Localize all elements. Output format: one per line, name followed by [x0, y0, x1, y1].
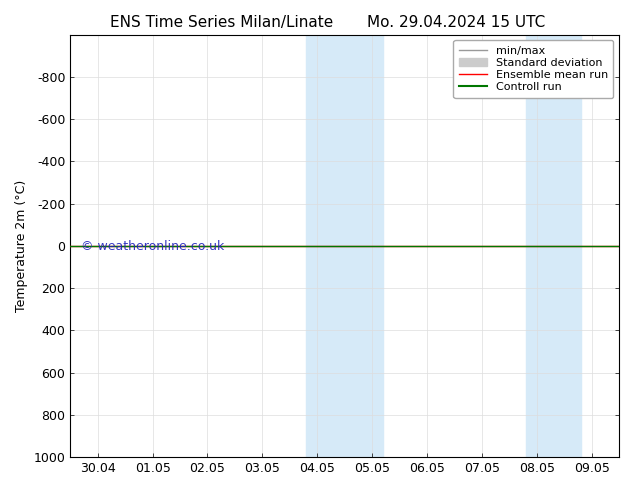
Text: © weatheronline.co.uk: © weatheronline.co.uk: [81, 240, 224, 253]
Bar: [306, 35, 383, 457]
Text: ENS Time Series Milan/Linate: ENS Time Series Milan/Linate: [110, 15, 333, 30]
Bar: [526, 35, 581, 457]
Text: Mo. 29.04.2024 15 UTC: Mo. 29.04.2024 15 UTC: [367, 15, 546, 30]
Legend: min/max, Standard deviation, Ensemble mean run, Controll run: min/max, Standard deviation, Ensemble me…: [453, 40, 614, 98]
Y-axis label: Temperature 2m (°C): Temperature 2m (°C): [15, 180, 28, 312]
